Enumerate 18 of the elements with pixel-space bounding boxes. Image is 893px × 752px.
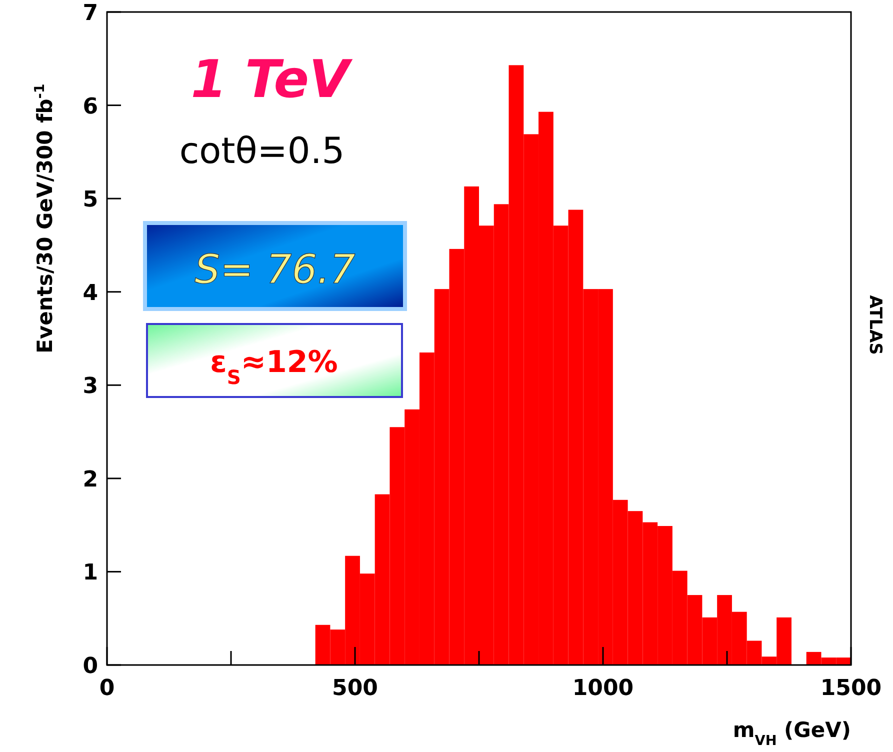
y-tick-label: 0 [82,654,98,679]
y-tick-label: 1 [82,560,98,586]
x-tick-label: 1000 [572,676,634,701]
y-tick-label: 6 [82,94,98,120]
annotation: 1 TeV [190,50,354,110]
y-tick-label: 4 [82,280,98,306]
y-tick-label: 2 [82,467,98,492]
text: ATLAS [865,295,885,355]
x-tick-label: 1500 [820,676,882,701]
x-tick-label: 500 [332,676,378,701]
y-tick-label: 5 [82,188,98,213]
annotation: S= 76.7 [194,247,356,293]
annotation: cotθ=0.5 [179,131,345,172]
y-tick-label: 7 [82,1,98,26]
x-tick-label: 0 [99,676,115,701]
y-tick-label: 3 [82,374,98,400]
annotation: ε$_{S}$≈12% [210,345,338,388]
x-axis-title: m$_{VH}$ (GeV) [732,718,851,749]
